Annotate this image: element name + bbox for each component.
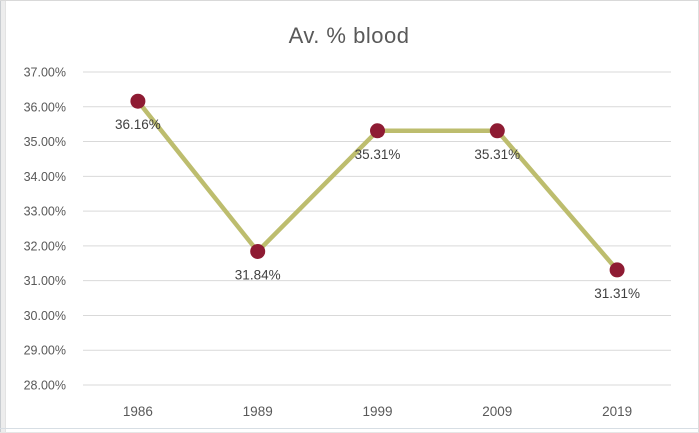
y-tick-label: 29.00% — [24, 344, 66, 358]
data-point-marker — [609, 262, 625, 278]
data-point-label: 31.31% — [594, 286, 640, 301]
data-point-marker — [130, 93, 146, 109]
y-tick-label: 33.00% — [24, 205, 66, 219]
data-point-label: 35.31% — [355, 147, 401, 162]
y-tick-label: 31.00% — [24, 274, 66, 288]
left-edge-strip — [0, 1, 6, 432]
y-tick-label: 32.00% — [24, 239, 66, 253]
x-axis-label: 1989 — [243, 404, 273, 419]
data-point-label: 35.31% — [474, 147, 520, 162]
y-tick-label: 34.00% — [24, 170, 66, 184]
data-point-marker — [489, 123, 505, 139]
x-axis-label: 1999 — [362, 404, 392, 419]
data-point-marker — [250, 243, 266, 259]
y-tick-label: 36.00% — [24, 100, 66, 114]
data-point-marker — [370, 123, 385, 139]
x-axis-label: 1986 — [123, 404, 153, 419]
chart-title: Av. % blood — [288, 23, 410, 48]
y-tick-label: 28.00% — [24, 379, 66, 393]
y-tick-label: 30.00% — [24, 309, 66, 323]
x-axis-label: 2019 — [602, 404, 632, 419]
x-axis-label: 2009 — [482, 404, 512, 419]
data-point-label: 36.16% — [115, 117, 161, 132]
bottom-edge-line — [0, 428, 698, 429]
data-point-label: 31.84% — [235, 267, 281, 282]
y-tick-label: 37.00% — [24, 66, 66, 80]
y-tick-label: 35.00% — [24, 135, 66, 149]
